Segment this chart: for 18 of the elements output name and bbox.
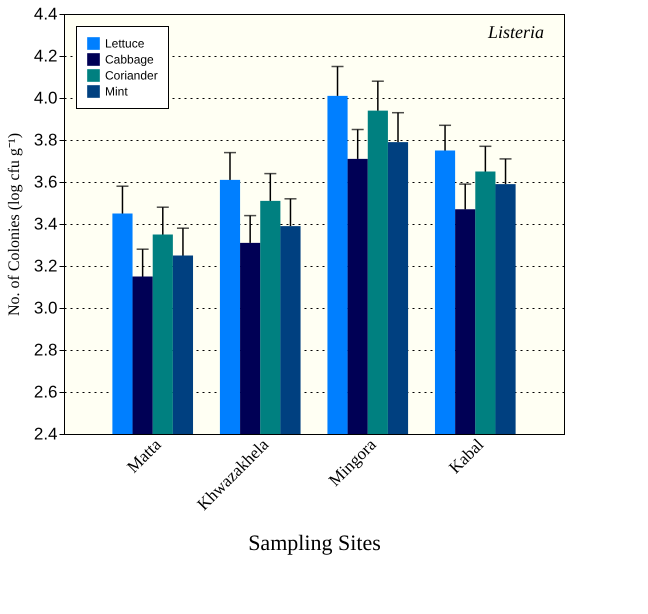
legend-label: Cabbage: [105, 52, 154, 66]
y-axis-title: No. of Colonies (log cfu g⁻¹): [6, 132, 23, 316]
x-axis-title: Sampling Sites: [248, 530, 381, 556]
y-tick-label: 4.2: [34, 46, 58, 66]
legend-label: Coriander: [105, 68, 158, 82]
y-tick-label: 3.2: [34, 256, 58, 276]
legend-label: Mint: [105, 84, 128, 98]
y-tick-label: 4.4: [34, 4, 58, 24]
legend-label: Lettuce: [105, 36, 145, 50]
y-tick-label: 2.4: [34, 424, 58, 444]
y-tick-label: 3.6: [34, 172, 58, 192]
y-tick-label: 3.0: [34, 298, 58, 318]
y-tick-label: 4.0: [34, 88, 58, 108]
y-tick-label: 3.8: [34, 130, 58, 150]
annotation: Listeria: [486, 22, 544, 42]
y-tick-label: 2.6: [34, 382, 58, 402]
y-tick-label: 2.8: [34, 340, 58, 360]
y-tick-label: 3.4: [34, 214, 58, 234]
